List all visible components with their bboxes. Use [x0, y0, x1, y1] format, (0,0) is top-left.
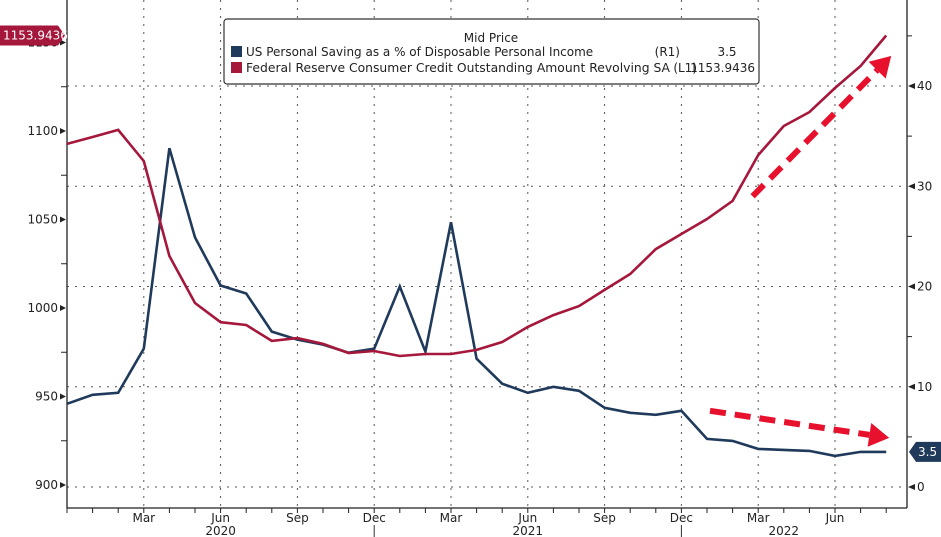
left-tag-text: 1153.9436: [3, 29, 68, 43]
series-layer: [66, 34, 888, 458]
legend: Mid Price US Personal Saving as a % of D…: [223, 18, 760, 85]
legend-axis-tag-saving: (R1): [655, 45, 680, 59]
legend-value-credit: 1153.9436: [690, 61, 755, 75]
legend-swatch-saving: [231, 46, 242, 57]
left-tick-label: 1000: [27, 301, 58, 315]
legend-label-credit: Federal Reserve Consumer Credit Outstand…: [246, 61, 671, 75]
year-label: 2021: [513, 524, 544, 537]
left-tick-mark: [60, 39, 66, 46]
right-tick-label: 30: [917, 179, 932, 193]
uptrend-arrow: [750, 55, 892, 199]
x-tick-label: Jun: [825, 511, 845, 525]
legend-axis-tag-credit: (L1): [673, 61, 697, 75]
right-tick-label: 20: [917, 280, 932, 294]
left-tick-mark: [60, 393, 66, 400]
right-tick-mark: [908, 183, 915, 190]
right-tick-label: 0: [917, 480, 925, 494]
left-tick-label: 900: [35, 478, 58, 492]
left-tick-mark: [60, 305, 66, 311]
year-label: 2022: [769, 524, 800, 537]
right-tag-shape: [909, 441, 941, 462]
legend-title: Mid Price: [464, 31, 518, 45]
x-tick-label: Sep: [286, 511, 309, 525]
x-tick-label: Jun: [517, 511, 537, 525]
year-label: 2020: [205, 524, 236, 537]
x-tick-label: Mar: [132, 511, 155, 525]
arrow-head: [868, 55, 892, 79]
right-tick-mark: [908, 484, 915, 490]
legend-value-saving: 3.5: [717, 45, 736, 59]
right-last-value-tag: 3.5: [909, 441, 941, 462]
consumer-credit-line: [66, 34, 888, 358]
left-last-value-tag: 1153.9436: [0, 25, 68, 46]
arrow-shaft: [709, 407, 870, 438]
arrow-head: [867, 423, 890, 447]
left-tick-label: 1100: [27, 124, 58, 138]
axes-layer: [66, 0, 908, 509]
x-tick-label: Dec: [363, 511, 386, 525]
x-tick-label: Mar: [440, 511, 463, 525]
left-tick-label: 1050: [27, 213, 58, 227]
annotation-layer: [709, 55, 892, 447]
right-tick-mark: [908, 83, 915, 89]
x-tick-label: Jun: [210, 511, 230, 525]
right-tick-mark: [908, 383, 915, 390]
x-tick-label: Mar: [747, 511, 770, 525]
right-tick-mark: [908, 283, 915, 290]
left-tick-mark: [60, 128, 66, 134]
right-tag-text: 3.5: [918, 445, 937, 459]
x-tick-label: Sep: [593, 511, 616, 525]
saving-rate-line: [66, 147, 887, 458]
legend-label-saving: US Personal Saving as a % of Disposable …: [246, 45, 593, 59]
left-tag-shape: [0, 25, 65, 46]
arrow-shaft: [750, 68, 880, 199]
left-tick-label: 950: [35, 390, 58, 404]
right-tick-label: 40: [917, 79, 932, 93]
x-tick-label: Dec: [670, 511, 693, 525]
right-tick-label: 10: [917, 380, 932, 394]
legend-box: [223, 18, 760, 85]
downtrend-arrow: [709, 407, 890, 447]
left-tick-mark: [60, 216, 66, 223]
legend-swatch-credit: [231, 62, 242, 73]
left-tick-mark: [60, 482, 66, 488]
